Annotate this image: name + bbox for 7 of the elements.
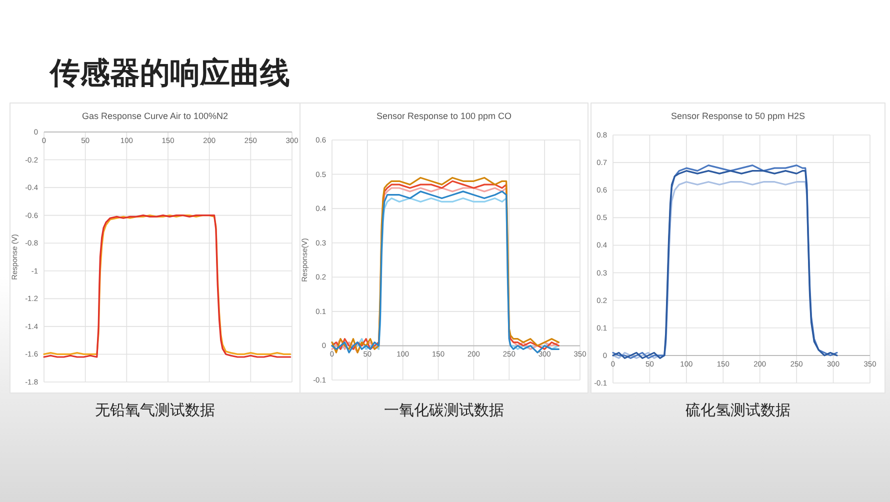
chart-title: Sensor Response to 50 ppm H2S bbox=[670, 111, 806, 121]
chart-title: Gas Response Curve Air to 100%N2 bbox=[82, 111, 228, 121]
text: 无铅氧气测试数据 bbox=[95, 402, 215, 419]
text: 一氧化碳测试数据 bbox=[384, 402, 504, 419]
text: 硫化氢测试数据 bbox=[686, 402, 790, 419]
text: 传感器的响应曲线 bbox=[49, 56, 290, 90]
chart-title: Sensor Response to 100 ppm CO bbox=[376, 111, 512, 121]
